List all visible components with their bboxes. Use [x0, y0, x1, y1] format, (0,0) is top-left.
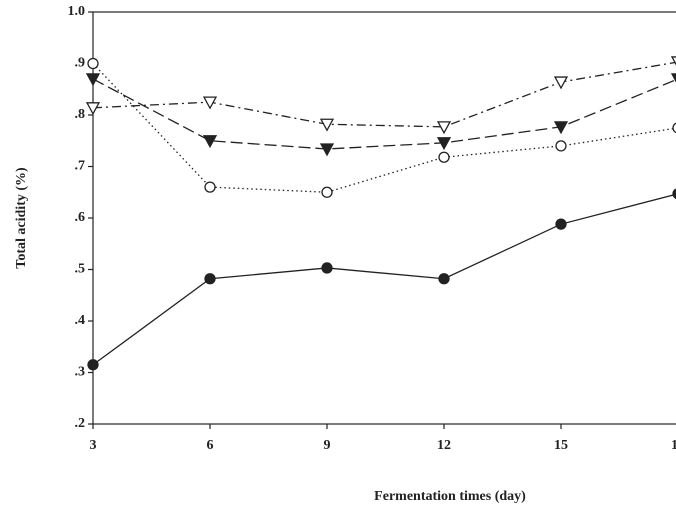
plot-frame: [93, 12, 676, 424]
x-tick-label: 9: [324, 438, 331, 453]
y-axis-label: Total acidity (%): [14, 167, 29, 269]
x-tick-label: 18: [671, 438, 676, 453]
data-point: [322, 187, 332, 197]
data-point: [439, 274, 449, 284]
x-tick-label: 15: [554, 438, 568, 453]
series-line: [93, 64, 676, 193]
data-point: [439, 152, 449, 162]
series-line: [93, 79, 676, 149]
y-tick-label: .6: [75, 210, 86, 225]
data-point: [88, 59, 98, 69]
series-line: [93, 194, 676, 365]
x-tick-label: 12: [437, 438, 451, 453]
data-point: [556, 141, 566, 151]
y-tick-label: .7: [75, 159, 86, 174]
data-point: [205, 274, 215, 284]
data-point: [205, 182, 215, 192]
data-point: [555, 77, 567, 88]
data-point: [322, 263, 332, 273]
y-tick-label: 1.0: [68, 4, 86, 19]
data-point: [88, 360, 98, 370]
data-point: [556, 219, 566, 229]
data-point: [87, 103, 99, 114]
y-tick-label: .4: [75, 313, 86, 328]
data-point: [87, 74, 99, 85]
data-point: [672, 74, 676, 85]
x-axis-label: Fermentation times (day): [374, 489, 526, 504]
y-tick-label: .9: [75, 56, 86, 71]
data-point: [321, 119, 333, 130]
data-point: [321, 144, 333, 155]
series-line: [93, 62, 676, 127]
y-tick-label: .8: [75, 107, 86, 122]
y-tick-label: .2: [75, 416, 86, 431]
x-tick-label: 3: [90, 438, 97, 453]
x-tick-label: 6: [207, 438, 214, 453]
chart: Fermentation times (day) Total acidity (…: [0, 0, 676, 514]
y-tick-label: .5: [75, 262, 86, 277]
y-tick-label: .3: [75, 365, 86, 380]
